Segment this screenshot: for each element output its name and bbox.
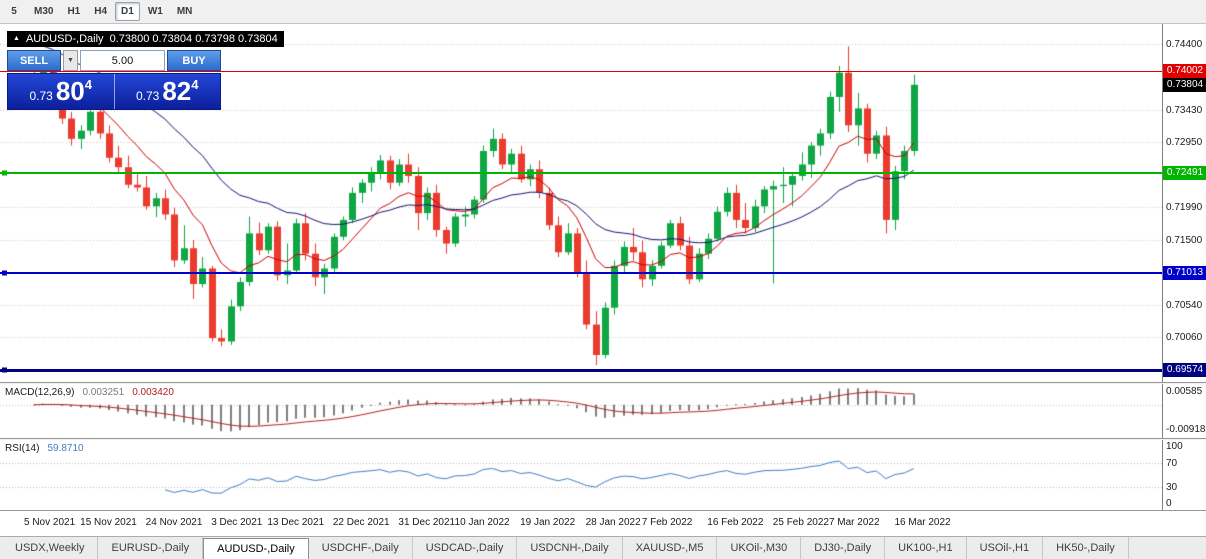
macd-signal-value: 0.003420 bbox=[132, 387, 174, 398]
time-axis-label: 22 Dec 2021 bbox=[332, 517, 390, 528]
macd-axis-label: -0.00918 bbox=[1166, 424, 1206, 435]
buy-price-pipette: 4 bbox=[191, 77, 199, 92]
price-level-line[interactable] bbox=[0, 270, 1162, 276]
price-tick-label: 0.70060 bbox=[1166, 332, 1203, 344]
chart-tab-usdcnh-daily[interactable]: USDCNH-,Daily bbox=[517, 537, 623, 559]
macd-axis-label: 0.00585 bbox=[1166, 386, 1203, 397]
timeframe-m30[interactable]: M30 bbox=[34, 6, 54, 17]
chart-tab-hk50-daily[interactable]: HK50-,Daily bbox=[1043, 537, 1129, 559]
rsi-indicator-name: RSI(14) bbox=[5, 443, 40, 454]
sell-price-big-digits: 80 bbox=[55, 76, 85, 106]
rsi-axis-label: 0 bbox=[1166, 498, 1172, 509]
volume-input[interactable] bbox=[80, 50, 165, 71]
rsi-indicator-canvas[interactable] bbox=[0, 440, 1162, 510]
time-axis-label: 25 Feb 2022 bbox=[772, 517, 829, 528]
time-axis-label: 16 Feb 2022 bbox=[707, 517, 764, 528]
time-axis-label: 15 Nov 2021 bbox=[80, 517, 137, 528]
quote-divider bbox=[113, 74, 115, 109]
rsi-axis-label: 30 bbox=[1166, 482, 1178, 494]
rsi-axis-label: 100 bbox=[1166, 441, 1183, 452]
buy-price-quote[interactable]: 0.73 82 4 bbox=[115, 74, 221, 109]
timeframe-5[interactable]: 5 bbox=[11, 6, 17, 17]
buy-price-prefix: 0.73 bbox=[135, 89, 160, 103]
chart-tab-ukoil-m30[interactable]: UKOil-,M30 bbox=[717, 537, 802, 559]
macd-indicator-canvas[interactable] bbox=[0, 384, 1162, 438]
timeframe-h1[interactable]: H1 bbox=[67, 6, 81, 17]
chart-symbol-label: AUDUSD-,Daily bbox=[25, 33, 104, 45]
time-axis-label: 19 Jan 2022 bbox=[520, 517, 576, 528]
price-level-line[interactable] bbox=[0, 70, 1162, 72]
chart-ohlc-values: 0.73800 0.73804 0.73798 0.73804 bbox=[109, 33, 278, 45]
time-axis-label: 5 Nov 2021 bbox=[24, 517, 76, 528]
rsi-axis-label: 70 bbox=[1166, 457, 1178, 469]
chart-tab-usdx-weekly[interactable]: USDX,Weekly bbox=[2, 537, 99, 559]
price-tick-label: 0.72950 bbox=[1166, 137, 1203, 149]
collapse-trade-panel-icon[interactable]: ▲ bbox=[13, 35, 20, 42]
sell-price-prefix: 0.73 bbox=[29, 89, 53, 103]
chart-tab-uk100-h1[interactable]: UK100-,H1 bbox=[885, 537, 967, 559]
price-tick-label: 0.74400 bbox=[1166, 39, 1203, 51]
chart-tab-usdchf-daily[interactable]: USDCHF-,Daily bbox=[309, 537, 413, 559]
price-tick-label: 0.71990 bbox=[1166, 202, 1203, 214]
one-click-trading-panel: SELL ▼ BUY 0.73 80 4 0.73 82 4 bbox=[7, 50, 221, 110]
timeframe-toolbar: 5 M30 H1 H4 D1 W1 MN bbox=[0, 0, 1206, 24]
price-tick-label: 0.70540 bbox=[1166, 299, 1203, 311]
chart-tab-dj30-daily[interactable]: DJ30-,Daily bbox=[801, 537, 886, 559]
sell-price-quote[interactable]: 0.73 80 4 bbox=[8, 74, 114, 109]
time-axis-label: 31 Dec 2021 bbox=[398, 517, 456, 528]
chart-window: ▲ AUDUSD-,Daily 0.73800 0.73804 0.73798 … bbox=[0, 24, 1206, 536]
timeframe-h4[interactable]: H4 bbox=[94, 6, 108, 17]
chart-tab-bar: USDX,Weekly EURUSD-,Daily AUDUSD-,Daily USD… bbox=[0, 536, 1206, 559]
price-level-line[interactable] bbox=[0, 367, 1162, 373]
price-level-badge: 0.74002 bbox=[1163, 64, 1206, 79]
chart-tab-audusd-daily[interactable]: AUDUSD-,Daily bbox=[203, 538, 309, 559]
time-axis-label: 13 Dec 2021 bbox=[267, 517, 325, 528]
buy-price-big-digits: 82 bbox=[162, 76, 192, 106]
panel-separator[interactable] bbox=[0, 382, 1206, 384]
rsi-label: RSI(14) 59.8710 bbox=[5, 443, 84, 454]
level-anchor-marker[interactable] bbox=[2, 270, 7, 276]
timeframe-mn[interactable]: MN bbox=[176, 6, 193, 17]
panel-separator[interactable] bbox=[0, 438, 1206, 440]
sell-button[interactable]: SELL bbox=[7, 50, 61, 71]
volume-dropdown-button[interactable]: ▼ bbox=[63, 50, 78, 71]
current-price-badge: 0.73804 bbox=[1163, 77, 1206, 92]
macd-indicator-name: MACD(12,26,9) bbox=[5, 387, 75, 398]
level-anchor-marker[interactable] bbox=[2, 367, 7, 373]
price-level-line[interactable] bbox=[0, 170, 1162, 176]
trade-controls-row: SELL ▼ BUY bbox=[7, 50, 221, 71]
timeframe-d1[interactable]: D1 bbox=[115, 2, 140, 21]
price-tick-label: 0.71500 bbox=[1166, 235, 1203, 247]
price-tick-label: 0.73430 bbox=[1166, 104, 1203, 116]
chart-tab-eurusd-daily[interactable]: EURUSD-,Daily bbox=[98, 537, 204, 559]
chart-tab-usoil-h1[interactable]: USOil-,H1 bbox=[967, 537, 1044, 559]
buy-button[interactable]: BUY bbox=[167, 50, 221, 71]
time-axis-label: 16 Mar 2022 bbox=[894, 517, 951, 528]
time-axis-label: 24 Nov 2021 bbox=[145, 517, 203, 528]
rsi-current-value: 59.8710 bbox=[47, 443, 84, 454]
time-axis-label: 10 Jan 2022 bbox=[454, 517, 510, 528]
price-level-badge: 0.71013 bbox=[1163, 266, 1206, 281]
time-axis-label: 7 Feb 2022 bbox=[641, 517, 693, 528]
chart-tab-usdcad-daily[interactable]: USDCAD-,Daily bbox=[413, 537, 518, 559]
price-axis[interactable]: 0.74400 0.73430 0.72950 0.71990 0.71500 0.705… bbox=[1162, 24, 1206, 510]
timeframe-w1[interactable]: W1 bbox=[147, 6, 163, 17]
macd-label: MACD(12,26,9) 0.003251 0.003420 bbox=[5, 387, 174, 398]
price-level-badge: 0.72491 bbox=[1163, 166, 1206, 181]
price-level-badge: 0.69574 bbox=[1163, 363, 1206, 378]
bid-ask-quote-panel: 0.73 80 4 0.73 82 4 bbox=[7, 73, 221, 110]
chart-tab-xauusd-m5[interactable]: XAUUSD-,M5 bbox=[623, 537, 718, 559]
time-axis-label: 3 Dec 2021 bbox=[211, 517, 263, 528]
sell-price-pipette: 4 bbox=[84, 77, 92, 92]
time-axis-label: 28 Jan 2022 bbox=[585, 517, 641, 528]
chart-title-bar: ▲ AUDUSD-,Daily 0.73800 0.73804 0.73798 … bbox=[7, 31, 284, 47]
time-axis-label: 7 Mar 2022 bbox=[828, 517, 880, 528]
macd-main-value: 0.003251 bbox=[82, 387, 125, 398]
time-axis[interactable]: 5 Nov 2021 15 Nov 2021 24 Nov 2021 3 Dec 20… bbox=[0, 510, 1206, 536]
level-anchor-marker[interactable] bbox=[2, 170, 7, 176]
